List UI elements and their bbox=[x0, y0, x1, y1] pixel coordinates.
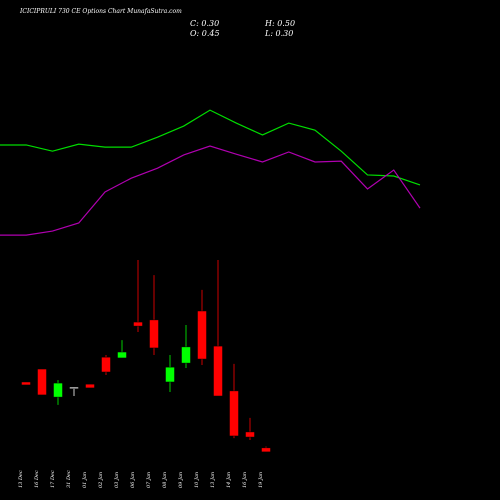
x-tick-label: 10 Jan bbox=[194, 472, 200, 488]
close-label: C: 0.30 bbox=[190, 19, 219, 28]
candle-body bbox=[21, 381, 31, 386]
x-tick-label: 13 Jan bbox=[210, 472, 216, 488]
candle-body bbox=[37, 368, 47, 396]
x-tick-label: 16 Jan bbox=[242, 472, 248, 488]
candle-body bbox=[261, 447, 271, 453]
x-tick-label: 09 Jan bbox=[178, 472, 184, 488]
x-tick-label: 08 Jan bbox=[162, 472, 168, 488]
x-tick-label: 17 Dec bbox=[50, 470, 56, 488]
candle-body bbox=[149, 319, 159, 349]
candle-body bbox=[101, 356, 111, 373]
chart-title: ICICIPRULI 730 CE Options Chart MunafaSu… bbox=[19, 8, 182, 15]
x-tick-label: 06 Jan bbox=[130, 472, 136, 488]
x-tick-label: 31 Dec bbox=[66, 470, 72, 488]
candle-body bbox=[245, 431, 255, 438]
candle-body bbox=[117, 351, 127, 359]
x-tick-label: 03 Jan bbox=[114, 472, 120, 488]
x-tick-label: 14 Jan bbox=[226, 472, 232, 488]
candle-body bbox=[133, 321, 143, 327]
candle-body bbox=[165, 366, 175, 383]
x-tick-label: 16 Dec bbox=[34, 470, 40, 488]
candle-body bbox=[197, 310, 207, 360]
x-tick-label: 13 Dec bbox=[18, 470, 24, 488]
x-tick-label: 19 Jan bbox=[258, 472, 264, 488]
candle-body bbox=[85, 383, 95, 389]
low-label: L: 0.30 bbox=[264, 29, 293, 38]
candle-body bbox=[69, 386, 79, 389]
candle-body bbox=[213, 345, 223, 397]
x-tick-label: 07 Jan bbox=[146, 472, 152, 488]
open-label: O: 0.45 bbox=[190, 29, 220, 38]
x-tick-label: 02 Jan bbox=[98, 472, 104, 488]
high-label: H: 0.50 bbox=[264, 19, 295, 28]
x-tick-label: 01 Jan bbox=[82, 472, 88, 488]
ma-line bbox=[0, 109, 421, 186]
candle-body bbox=[181, 346, 191, 364]
candle-body bbox=[53, 382, 63, 398]
candle-body bbox=[229, 390, 239, 437]
ma-line bbox=[0, 145, 421, 236]
